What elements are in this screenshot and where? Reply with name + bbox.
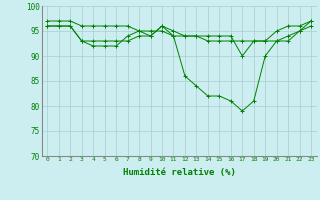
X-axis label: Humidité relative (%): Humidité relative (%) bbox=[123, 168, 236, 177]
